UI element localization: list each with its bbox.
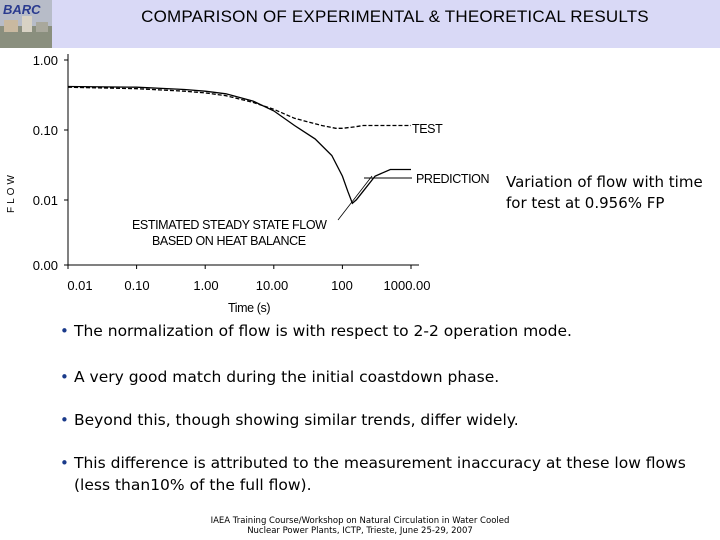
y-tick-labels: 1.00 0.10 0.01 0.00 — [33, 53, 58, 273]
bullet-item: • Beyond this, though showing similar tr… — [56, 409, 696, 431]
bullet-dot-icon: • — [60, 411, 69, 429]
footer-line: Nuclear Power Plants, ICTP, Trieste, Jun… — [247, 526, 473, 536]
header-bar: BARC COMPARISON OF EXPERIMENTAL & THEORE… — [0, 0, 720, 48]
y-tick-label: 0.10 — [33, 123, 58, 138]
series-lines — [67, 85, 411, 205]
bullet-text: The normalization of flow is with respec… — [74, 322, 572, 340]
flow-chart: 1.00 0.10 0.01 0.00 0.01 0.10 1.00 10.00 100 100… — [6, 53, 490, 315]
bullet-text: A very good match during the initial coa… — [74, 368, 500, 386]
logo-building-shape — [4, 20, 18, 32]
x-tick-label: 1.00 — [193, 278, 218, 293]
bullet-text: Beyond this, though showing similar tren… — [74, 411, 519, 429]
x-tick-label: 10.00 — [256, 278, 289, 293]
bullet-item: • This difference is attributed to the m… — [56, 452, 696, 496]
chart-axes — [64, 54, 419, 269]
side-note: Variation of flow with time for test at … — [506, 173, 703, 212]
logo-text: BARC — [3, 2, 41, 17]
y-tick-label: 0.01 — [33, 193, 58, 208]
chart-annotations: TEST PREDICTION ESTIMATED STEADY STATE FLO… — [132, 122, 490, 248]
annotation-heat-balance-label: BASED ON HEAT BALANCE — [152, 234, 306, 248]
bullet-item: • The normalization of flow is with resp… — [56, 320, 696, 342]
bullet-item: • A very good match during the initial c… — [56, 366, 696, 388]
barc-logo: BARC — [0, 0, 52, 48]
bullet-text: This difference is attributed to the mea… — [74, 454, 686, 494]
annotation-steady-state-label: ESTIMATED STEADY STATE FLOW — [132, 218, 327, 232]
y-tick-label: 1.00 — [33, 53, 58, 68]
annotation-prediction-label: PREDICTION — [416, 172, 489, 186]
y-tick-label: 0.00 — [33, 258, 58, 273]
bullet-dot-icon: • — [60, 368, 69, 386]
series-line-test — [67, 86, 411, 129]
annotation-pointer-line — [337, 175, 373, 221]
x-tick-label: 100 — [331, 278, 353, 293]
bullet-dot-icon: • — [60, 322, 69, 340]
x-tick-label: 0.10 — [124, 278, 149, 293]
logo-building-shape — [22, 16, 32, 32]
footer-citation: IAEA Training Course/Workshop on Natural… — [160, 516, 560, 536]
x-tick-label: 0.01 — [67, 278, 92, 293]
series-line-prediction — [67, 85, 411, 205]
annotation-test-label: TEST — [412, 122, 443, 136]
x-tick-label: 1000.00 — [384, 278, 431, 293]
x-tick-labels: 0.01 0.10 1.00 10.00 100 1000.00 — [67, 278, 430, 293]
x-axis-label: Time (s) — [228, 301, 270, 315]
y-axis-label: FLOW — [6, 172, 17, 213]
footer-line: IAEA Training Course/Workshop on Natural… — [210, 516, 510, 526]
slide-title: COMPARISON OF EXPERIMENTAL & THEORETICAL… — [141, 7, 649, 26]
bullet-dot-icon: • — [60, 454, 69, 472]
logo-building-shape — [36, 22, 48, 32]
